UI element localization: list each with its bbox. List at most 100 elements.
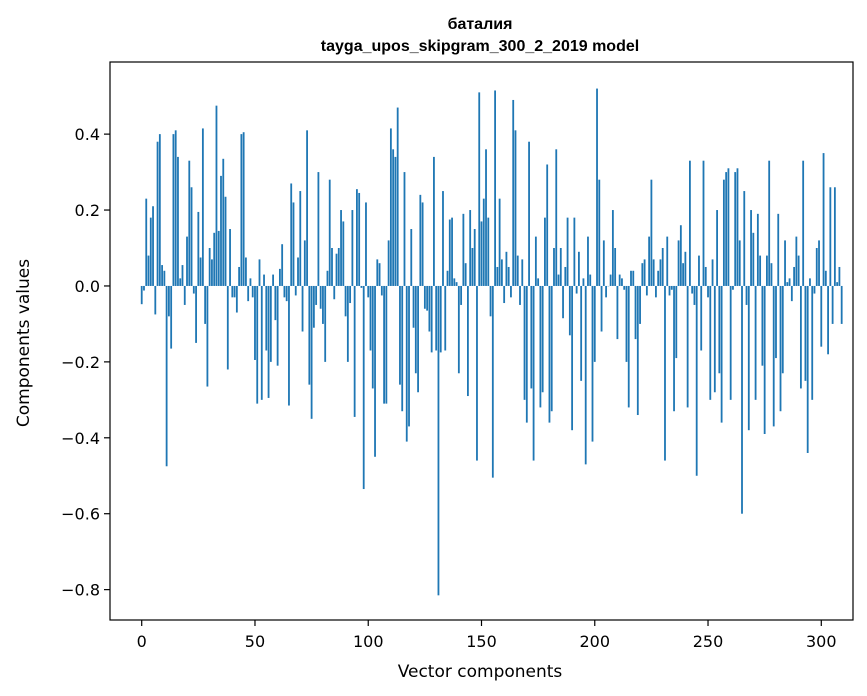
bar-296 [811, 285, 814, 400]
bar-220 [639, 285, 641, 324]
bar-89 [342, 221, 345, 286]
bar-290 [797, 255, 800, 286]
bar-208 [611, 210, 614, 286]
bar-145 [469, 210, 472, 286]
bar-179 [546, 164, 549, 286]
bar-214 [625, 285, 628, 362]
bar-44 [240, 134, 243, 286]
bar-64 [285, 285, 288, 302]
bar-239 [682, 263, 685, 286]
bar-28 [204, 285, 207, 324]
bar-299 [818, 240, 820, 286]
bar-88 [340, 210, 342, 286]
bar-103 [374, 285, 376, 457]
bar-78 [317, 172, 320, 286]
bar-53 [260, 285, 263, 400]
bar-45 [242, 132, 245, 286]
bar-114 [399, 285, 401, 385]
bar-99 [365, 202, 367, 286]
bar-30 [208, 248, 211, 286]
bar-113 [396, 107, 399, 286]
bar-264 [738, 240, 741, 286]
bar-74 [308, 285, 311, 385]
bar-93 [351, 210, 354, 286]
bar-83 [328, 179, 331, 286]
bar-61 [278, 268, 281, 286]
bar-226 [652, 259, 655, 286]
bar-285 [786, 282, 789, 286]
bar-79 [319, 285, 322, 309]
bar-90 [344, 285, 347, 317]
bar-301 [822, 153, 825, 286]
bar-258 [725, 172, 728, 286]
bar-287 [790, 285, 793, 302]
y-tick-label: −0.2 [61, 353, 100, 372]
bar-186 [562, 285, 564, 319]
bar-39 [229, 229, 231, 286]
x-tick-label: 150 [466, 632, 497, 651]
bar-163 [510, 285, 512, 298]
bar-58 [272, 274, 274, 286]
bar-154 [489, 285, 492, 317]
bar-282 [779, 285, 782, 412]
bar-286 [788, 278, 791, 286]
bar-166 [516, 255, 519, 286]
bar-218 [634, 285, 637, 340]
bar-21 [188, 160, 191, 286]
bar-0 [140, 285, 143, 305]
bar-252 [711, 259, 714, 286]
y-axis-ticks: −0.8 −0.6 −0.4 −0.2 0.0 0.2 0.4 [61, 125, 110, 600]
bar-15 [174, 130, 177, 286]
bar-146 [471, 248, 474, 286]
bar-184 [557, 274, 560, 286]
bar-167 [519, 285, 521, 305]
bar-81 [324, 285, 327, 362]
bar-55 [265, 285, 268, 351]
bar-173 [532, 285, 535, 461]
bar-307 [836, 282, 839, 286]
bar-149 [478, 92, 481, 286]
bar-124 [421, 202, 424, 286]
bar-182 [553, 248, 555, 286]
bar-210 [616, 285, 619, 340]
bar-97 [360, 285, 363, 288]
bar-190 [571, 285, 574, 431]
bar-292 [802, 160, 805, 286]
bar-238 [679, 225, 682, 286]
bar-168 [521, 259, 524, 286]
bar-41 [233, 285, 236, 298]
bar-19 [183, 285, 186, 305]
bar-302 [824, 270, 827, 286]
bar-236 [675, 285, 678, 359]
bar-158 [498, 198, 501, 286]
x-tick-label: 0 [137, 632, 147, 651]
bar-92 [349, 285, 352, 304]
bar-69 [297, 257, 299, 286]
bar-73 [306, 130, 308, 286]
bar-200 [593, 285, 596, 362]
bar-165 [514, 130, 517, 286]
bar-106 [380, 285, 383, 296]
bar-51 [256, 285, 259, 404]
bar-48 [249, 278, 252, 286]
x-axis-ticks: 0 50 100 150 200 250 300 [137, 620, 837, 651]
bar-204 [602, 240, 605, 286]
bar-4 [149, 217, 152, 286]
bar-70 [299, 191, 302, 286]
bar-231 [664, 285, 666, 461]
bar-49 [251, 285, 254, 298]
bar-133 [442, 191, 444, 286]
bar-59 [274, 285, 277, 321]
bar-144 [467, 285, 469, 397]
bar-156 [494, 90, 496, 286]
y-tick-label: 0.2 [75, 201, 100, 220]
bar-266 [743, 191, 746, 286]
bar-188 [566, 217, 569, 286]
bar-105 [378, 263, 381, 286]
chart-title: баталия [448, 16, 513, 33]
bar-13 [170, 285, 173, 349]
bar-107 [383, 285, 385, 404]
bar-2 [145, 198, 148, 286]
y-tick-label: 0.0 [75, 277, 100, 296]
bar-303 [827, 285, 829, 355]
